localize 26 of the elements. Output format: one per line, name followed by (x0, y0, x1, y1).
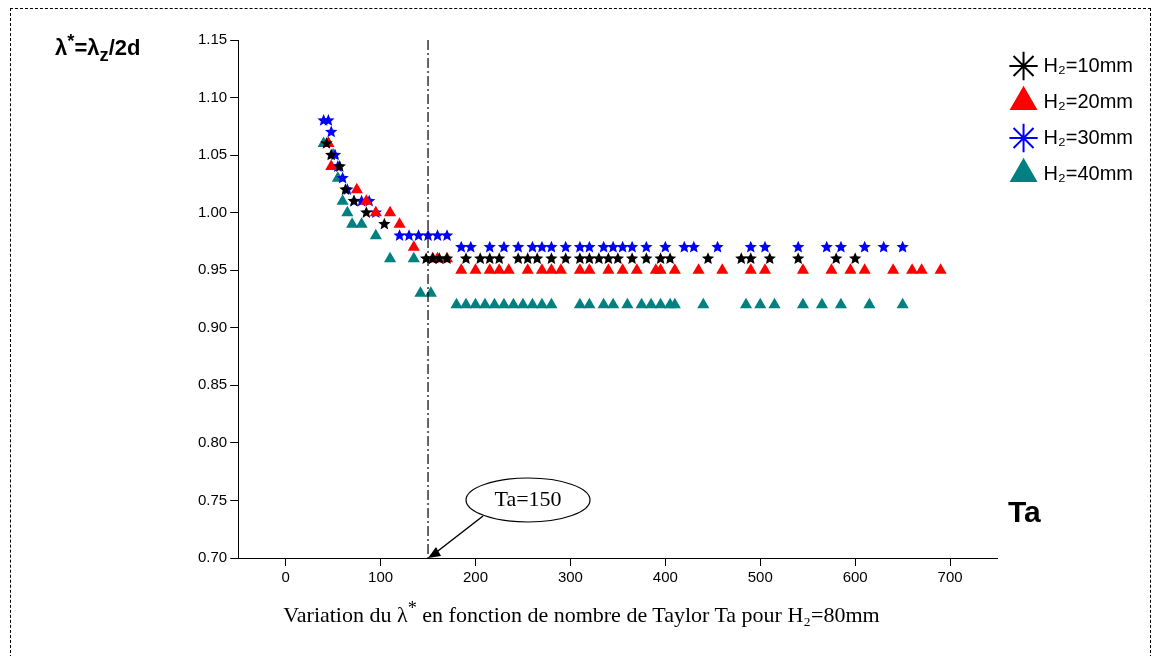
y-tick-label: 0.85 (197, 375, 228, 393)
x-tick-label: 0 (281, 568, 290, 586)
y-tick-label: 0.70 (197, 548, 228, 566)
legend-label: H₂=10mm (1043, 53, 1133, 76)
y-tick-label: 1.00 (197, 202, 228, 220)
y-tick-label: 1.15 (197, 30, 228, 48)
x-tick-label: 400 (652, 568, 678, 586)
annotation: Ta=150 (494, 485, 562, 511)
legend-label: H₂=20mm (1043, 89, 1133, 112)
x-tick-label: 200 (462, 568, 489, 586)
text: Variation du λ$^{*}$ en fonction de nombre de Taylor Ta pour H₂=80mm (282, 598, 881, 629)
x-tick-label: 500 (747, 568, 773, 586)
legend-label: H₂=40mm (1043, 161, 1133, 184)
y-tick-label: 0.75 (197, 490, 228, 508)
x-tick-label: 600 (842, 568, 868, 586)
x-tick-label: 100 (368, 568, 394, 586)
legend-label: H₂=30mm (1043, 125, 1133, 148)
y-tick-label: 1.10 (197, 87, 228, 105)
x-axis-title: Ta (1008, 495, 1041, 529)
y-tick-label: 0.80 (197, 433, 228, 451)
y-tick-label: 0.90 (197, 317, 228, 335)
y-tick-label: 1.05 (197, 145, 228, 163)
x-tick-label: 300 (557, 568, 583, 586)
x-tick-label: 700 (937, 568, 963, 586)
y-axis-title: λ$^{*}$=λ$_{z}$/2d (55, 30, 141, 66)
y-tick-label: 0.95 (197, 260, 228, 278)
